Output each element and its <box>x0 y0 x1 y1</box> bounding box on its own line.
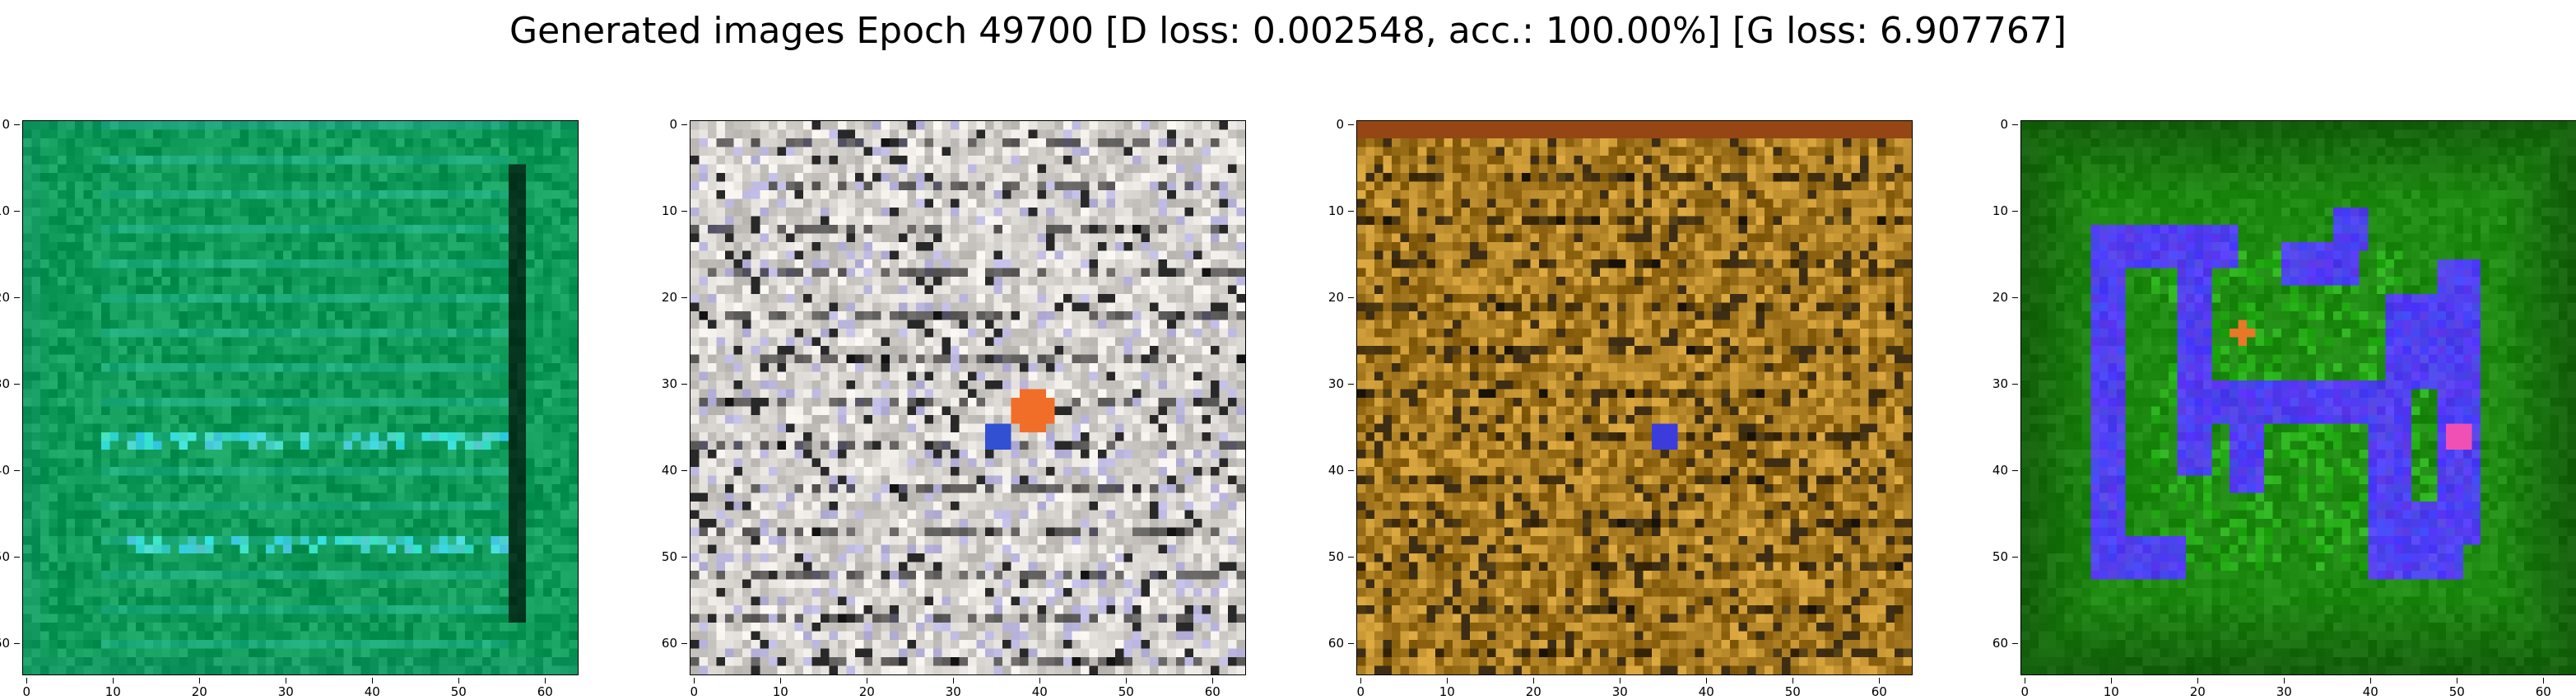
x-tick-label: 10 <box>764 684 797 700</box>
x-tick-label: 40 <box>356 684 388 700</box>
y-tick-label: 10 <box>1983 203 2008 219</box>
y-tick-label: 60 <box>653 635 677 651</box>
y-tick-label: 10 <box>0 203 10 219</box>
y-tick-label: 30 <box>1983 376 2008 392</box>
y-tick-label: 0 <box>653 116 677 133</box>
y-tick-label: 50 <box>653 548 677 565</box>
x-tick-label: 0 <box>677 684 710 700</box>
y-tick-label: 60 <box>0 635 10 651</box>
y-tick-label: 40 <box>1319 462 1344 478</box>
y-tick-label: 20 <box>0 289 10 306</box>
x-tick-label: 0 <box>10 684 43 700</box>
y-tick-label: 20 <box>653 289 677 306</box>
x-tick-label: 0 <box>2008 684 2041 700</box>
generated-image-panel-2: 0 10 20 30 40 50 60 0 10 20 30 40 50 60 <box>690 120 1246 675</box>
y-tick-label: 20 <box>1319 289 1344 306</box>
x-tick-label: 20 <box>2181 684 2214 700</box>
x-tick-label: 20 <box>850 684 883 700</box>
y-tick-label: 30 <box>0 376 10 392</box>
x-tick-label: 10 <box>2095 684 2127 700</box>
y-tick-label: 0 <box>0 116 10 133</box>
generated-image-panel-3: 0 10 20 30 40 50 60 0 10 20 30 40 50 60 <box>1356 120 1913 675</box>
y-tick-label: 40 <box>1983 462 2008 478</box>
generated-image-3 <box>1356 120 1913 675</box>
x-tick-label: 50 <box>1109 684 1142 700</box>
y-tick-label: 20 <box>1983 289 2008 306</box>
y-tick-label: 60 <box>1983 635 2008 651</box>
figure-title: Generated images Epoch 49700 [D loss: 0.… <box>0 7 2576 56</box>
x-tick-label: 30 <box>269 684 302 700</box>
x-tick-label: 50 <box>1776 684 1809 700</box>
x-tick-label: 60 <box>528 684 561 700</box>
x-tick-label: 30 <box>2267 684 2300 700</box>
x-tick-label: 50 <box>2440 684 2473 700</box>
x-tick-label: 10 <box>1430 684 1463 700</box>
y-tick-label: 30 <box>653 376 677 392</box>
generated-image-4 <box>2020 120 2576 675</box>
y-tick-label: 0 <box>1983 116 2008 133</box>
x-tick-label: 60 <box>2527 684 2560 700</box>
x-tick-label: 30 <box>1603 684 1636 700</box>
x-tick-label: 10 <box>96 684 129 700</box>
y-tick-label: 10 <box>1319 203 1344 219</box>
y-tick-label: 30 <box>1319 376 1344 392</box>
y-tick-label: 60 <box>1319 635 1344 651</box>
y-tick-label: 50 <box>1983 548 2008 565</box>
x-tick-label: 60 <box>1196 684 1229 700</box>
y-tick-label: 0 <box>1319 116 1344 133</box>
y-tick-label: 40 <box>0 462 10 478</box>
generated-image-2 <box>690 120 1246 675</box>
x-tick-label: 60 <box>1862 684 1895 700</box>
x-tick-label: 40 <box>2354 684 2387 700</box>
x-tick-label: 40 <box>1690 684 1723 700</box>
generated-image-1 <box>22 120 579 675</box>
y-tick-label: 10 <box>653 203 677 219</box>
y-tick-label: 40 <box>653 462 677 478</box>
x-tick-label: 30 <box>937 684 969 700</box>
y-tick-label: 50 <box>0 548 10 565</box>
x-tick-label: 40 <box>1023 684 1056 700</box>
x-tick-label: 20 <box>183 684 216 700</box>
x-tick-label: 50 <box>442 684 475 700</box>
generated-image-panel-4: 0 10 20 30 40 50 60 0 10 20 30 40 50 60 <box>2020 120 2576 675</box>
x-tick-label: 20 <box>1517 684 1550 700</box>
x-tick-label: 0 <box>1344 684 1377 700</box>
y-tick-label: 50 <box>1319 548 1344 565</box>
